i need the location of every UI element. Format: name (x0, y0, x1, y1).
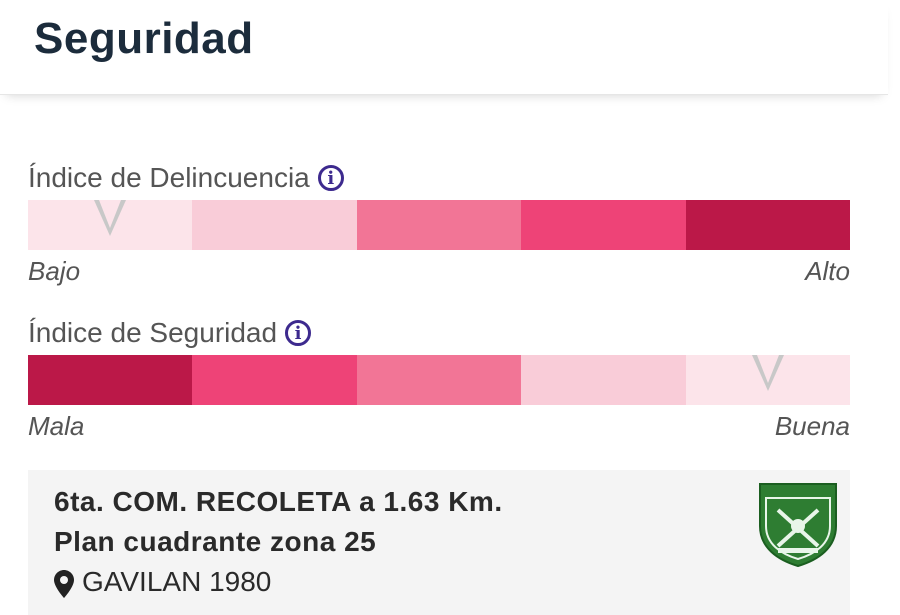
safety-high-label: Buena (774, 411, 850, 441)
crime-high-label: Alto (805, 256, 850, 286)
crime-level-marker (94, 200, 127, 236)
info-icon[interactable]: i (285, 320, 312, 346)
police-station-card[interactable]: 6ta. COM. RECOLETA a 1.63 Km. Plan cuadr… (28, 470, 850, 615)
page-title: Seguridad (34, 14, 254, 63)
safety-level-marker (751, 355, 784, 391)
station-address-row: GAVILAN 1980 (54, 566, 271, 598)
station-name: 6ta. COM. RECOLETA a 1.63 Km. (54, 486, 503, 517)
info-icon[interactable]: i (317, 165, 344, 191)
safety-index-title-row: Índice de Seguridad i (28, 315, 850, 351)
crime-scale-segment (521, 200, 686, 250)
safety-scale-segment (192, 355, 357, 405)
crime-index-title: Índice de Delincuencia (28, 162, 310, 193)
crime-low-label: Bajo (28, 256, 81, 286)
crime-index-title-row: Índice de Delincuencia i (28, 160, 850, 196)
safety-index-title: Índice de Seguridad (28, 317, 278, 348)
station-address: GAVILAN 1980 (82, 566, 272, 597)
safety-scale-segment (356, 355, 522, 405)
crime-index-scale (28, 200, 851, 250)
safety-index-labels: Mala Buena (28, 411, 850, 442)
crime-scale-segment (685, 200, 851, 250)
crime-scale-segment (192, 200, 357, 250)
carabineros-badge-icon (759, 483, 837, 568)
crime-index: Índice de Delincuencia i Bajo Alto (28, 160, 851, 287)
safety-low-label: Mala (28, 411, 85, 441)
page-header: Seguridad (0, 0, 888, 95)
station-plan: Plan cuadrante zona 25 (54, 526, 377, 557)
crime-scale-segment (356, 200, 522, 250)
safety-index-scale (28, 355, 851, 405)
safety-scale-segment (521, 355, 686, 405)
map-pin-icon (54, 569, 74, 598)
safety-scale-segment (28, 355, 193, 405)
safety-index: Índice de Seguridad i Mala Buena (28, 315, 851, 442)
crime-index-labels: Bajo Alto (28, 256, 850, 287)
